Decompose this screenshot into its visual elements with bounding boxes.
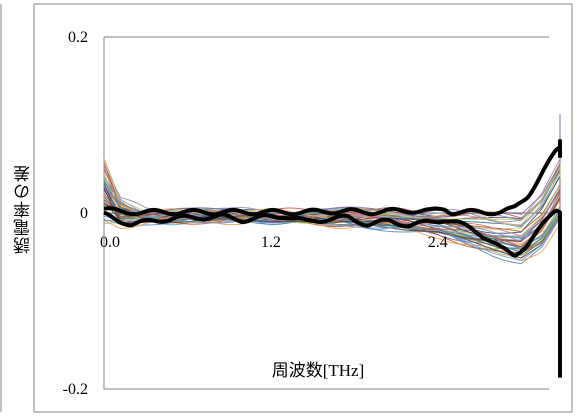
series-line [103,184,561,281]
y-tick-label: 0.2 [68,29,88,46]
envelope-layer [103,139,562,378]
tick-labels-layer: 0.2 0 -0.2 0.0 1.2 2.4 [63,29,448,398]
envelope-line-upper [103,139,562,217]
series-line [103,113,561,218]
x-axis-label: 周波数[THz] [272,361,365,380]
chart-border [33,3,573,413]
series-band-layer [103,113,561,303]
x-tick-label: 1.2 [261,234,281,251]
y-tick-label: 0 [80,205,88,222]
series-line [103,118,561,219]
x-tick-label: 2.4 [428,234,448,251]
series-line [103,204,561,298]
series-line [103,119,561,221]
y-tick-label: -0.2 [63,381,88,398]
envelope-line-lower [103,208,562,378]
series-line [103,129,561,221]
series-line [103,114,561,223]
series-line [103,133,561,220]
x-tick-label: 0.0 [100,234,120,251]
